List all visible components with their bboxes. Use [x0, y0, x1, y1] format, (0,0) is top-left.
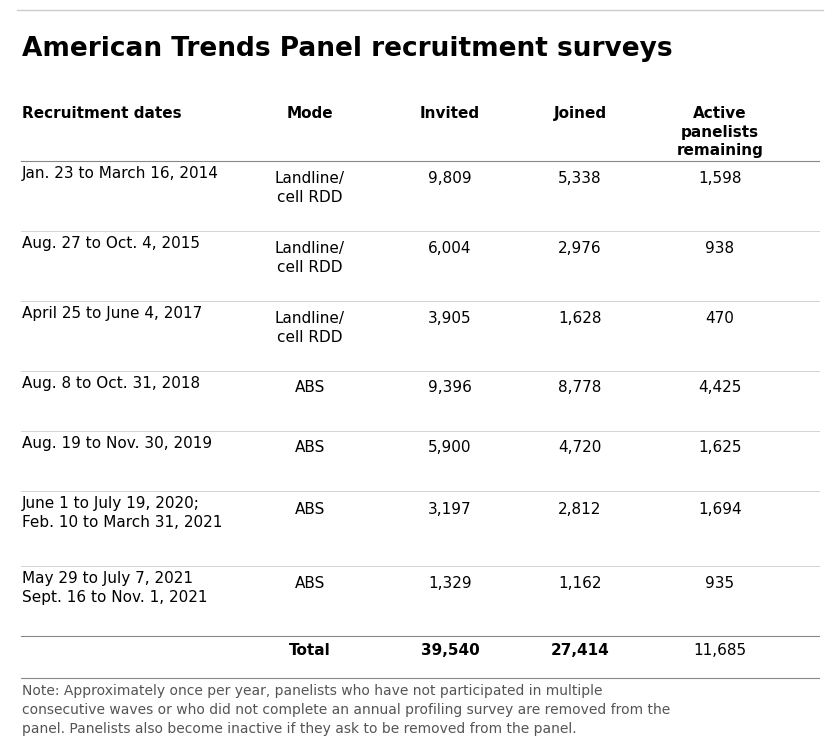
Text: 935: 935	[706, 576, 734, 591]
Text: Aug. 19 to Nov. 30, 2019: Aug. 19 to Nov. 30, 2019	[22, 436, 213, 451]
Text: 11,685: 11,685	[694, 643, 747, 658]
Text: Mode: Mode	[286, 106, 333, 121]
Text: Total: Total	[289, 643, 331, 658]
Text: 1,625: 1,625	[698, 440, 742, 456]
Text: 6,004: 6,004	[428, 241, 472, 256]
Text: ABS: ABS	[295, 576, 325, 591]
Text: 3,905: 3,905	[428, 311, 472, 326]
Text: April 25 to June 4, 2017: April 25 to June 4, 2017	[22, 306, 202, 321]
Text: American Trends Panel recruitment surveys: American Trends Panel recruitment survey…	[22, 36, 673, 62]
Text: ABS: ABS	[295, 440, 325, 456]
Text: ABS: ABS	[295, 502, 325, 517]
Text: Landline/
cell RDD: Landline/ cell RDD	[275, 311, 345, 344]
Text: 39,540: 39,540	[421, 643, 480, 658]
Text: 8,778: 8,778	[559, 381, 601, 395]
Text: 1,329: 1,329	[428, 576, 472, 591]
Text: 27,414: 27,414	[551, 643, 609, 658]
Text: 5,338: 5,338	[559, 171, 601, 186]
Text: 1,598: 1,598	[698, 171, 742, 186]
Text: Landline/
cell RDD: Landline/ cell RDD	[275, 241, 345, 275]
Text: Note: Approximately once per year, panelists who have not participated in multip: Note: Approximately once per year, panel…	[22, 684, 670, 736]
Text: June 1 to July 19, 2020;
Feb. 10 to March 31, 2021: June 1 to July 19, 2020; Feb. 10 to Marc…	[22, 496, 223, 530]
Text: 9,809: 9,809	[428, 171, 472, 186]
Text: Jan. 23 to March 16, 2014: Jan. 23 to March 16, 2014	[22, 166, 219, 181]
Text: Invited: Invited	[420, 106, 480, 121]
Text: 9,396: 9,396	[428, 381, 472, 395]
Text: ABS: ABS	[295, 381, 325, 395]
Text: 1,628: 1,628	[559, 311, 601, 326]
Text: 2,976: 2,976	[559, 241, 601, 256]
Text: Aug. 27 to Oct. 4, 2015: Aug. 27 to Oct. 4, 2015	[22, 236, 200, 251]
Text: Active
panelists
remaining: Active panelists remaining	[676, 106, 764, 158]
Text: Aug. 8 to Oct. 31, 2018: Aug. 8 to Oct. 31, 2018	[22, 376, 200, 391]
Text: 470: 470	[706, 311, 734, 326]
Text: 938: 938	[706, 241, 734, 256]
Text: Landline/
cell RDD: Landline/ cell RDD	[275, 171, 345, 205]
Text: Recruitment dates: Recruitment dates	[22, 106, 181, 121]
Text: 4,720: 4,720	[559, 440, 601, 456]
Text: 2,812: 2,812	[559, 502, 601, 517]
Text: 1,162: 1,162	[559, 576, 601, 591]
Text: Joined: Joined	[554, 106, 606, 121]
Text: 4,425: 4,425	[698, 381, 742, 395]
Text: May 29 to July 7, 2021
Sept. 16 to Nov. 1, 2021: May 29 to July 7, 2021 Sept. 16 to Nov. …	[22, 571, 207, 604]
Text: 1,694: 1,694	[698, 502, 742, 517]
Text: 5,900: 5,900	[428, 440, 472, 456]
Text: 3,197: 3,197	[428, 502, 472, 517]
